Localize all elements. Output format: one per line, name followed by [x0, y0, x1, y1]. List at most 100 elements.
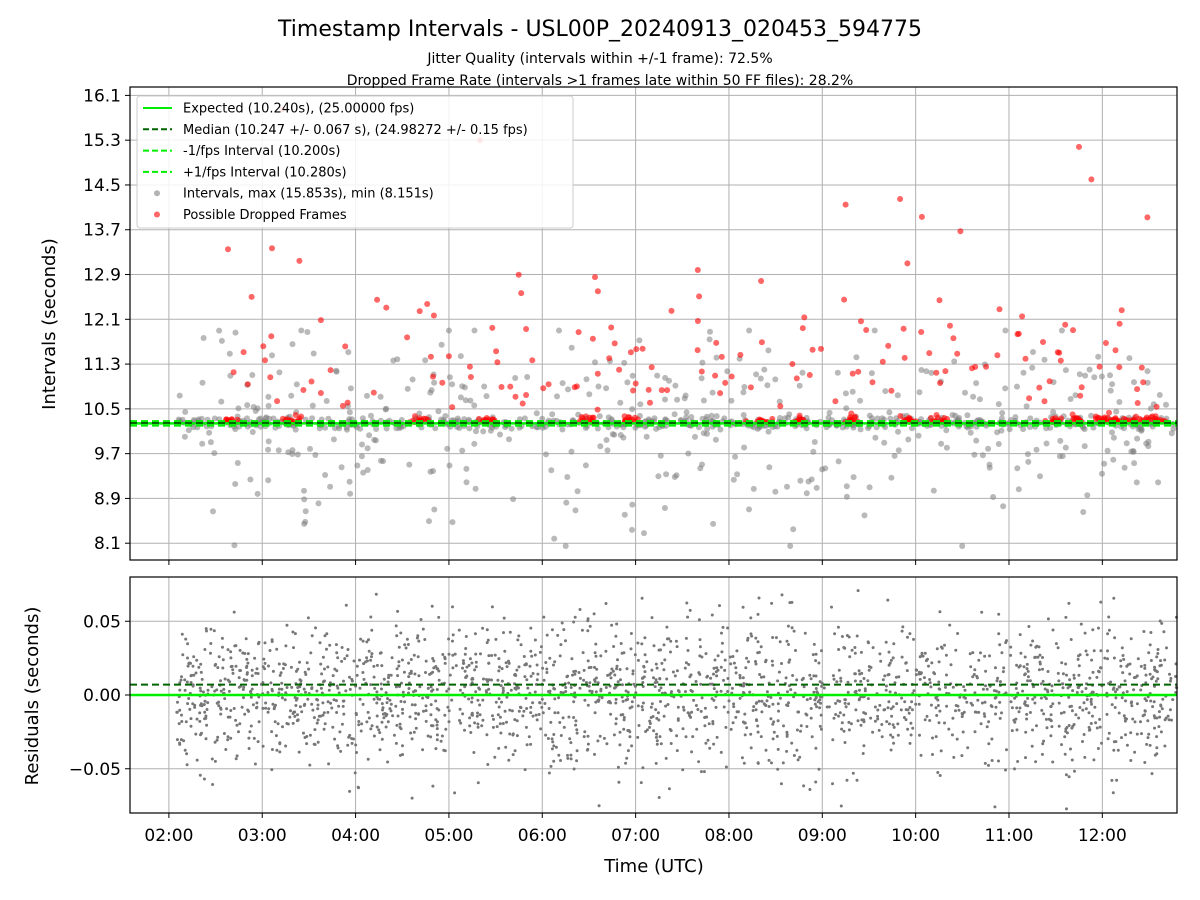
residual-point: [586, 617, 590, 621]
y-tick-label: 16.1: [83, 86, 121, 106]
residual-point: [889, 748, 893, 752]
residual-point: [814, 659, 818, 663]
residual-point: [1112, 740, 1116, 744]
residual-point: [869, 666, 873, 669]
interval-point: [1116, 399, 1123, 405]
residual-point: [703, 716, 707, 719]
interval-point: [232, 481, 239, 487]
dropped-frame-point: [1062, 321, 1069, 328]
residual-point: [461, 659, 465, 663]
residual-point: [593, 651, 597, 655]
residual-point: [470, 713, 474, 717]
interval-point: [254, 490, 261, 497]
residual-point: [382, 677, 386, 681]
residual-point: [1082, 733, 1086, 736]
residual-point: [443, 655, 447, 659]
dropped-frame-point: [296, 257, 303, 264]
interval-point: [366, 432, 373, 439]
residual-point: [1050, 684, 1054, 688]
residual-point: [562, 628, 566, 632]
residual-point: [919, 753, 923, 757]
residual-point: [386, 680, 390, 684]
residual-point: [522, 709, 526, 713]
residual-point: [759, 675, 763, 679]
residual-point: [744, 666, 748, 670]
residual-point: [1139, 720, 1142, 724]
residual-point: [476, 781, 480, 785]
residual-point: [706, 674, 709, 678]
dropped-frame-point: [1069, 411, 1076, 418]
residual-point: [866, 679, 870, 683]
residual-point: [245, 664, 249, 668]
residual-point: [796, 758, 800, 762]
residual-point: [326, 665, 330, 669]
residuals-y-axis-label: Residuals (seconds): [22, 607, 43, 786]
dropped-frame-point: [994, 352, 1001, 359]
dropped-frame-point: [298, 413, 305, 420]
residual-point: [928, 719, 932, 722]
residual-point: [429, 685, 433, 689]
residual-point: [1025, 667, 1029, 671]
residual-point: [573, 672, 577, 676]
interval-point: [654, 372, 661, 379]
residual-point: [416, 634, 420, 638]
residual-point: [1105, 712, 1109, 716]
interval-point: [481, 383, 488, 390]
residual-point: [416, 655, 420, 659]
interval-point: [754, 425, 761, 432]
dropped-frame-point: [427, 353, 434, 360]
y-tick-label: 15.3: [83, 131, 121, 151]
residual-point: [336, 744, 340, 748]
residual-point: [618, 730, 622, 734]
residual-point: [557, 696, 561, 700]
dropped-frame-point: [466, 363, 473, 370]
residual-point: [482, 677, 485, 681]
residual-point: [837, 668, 841, 672]
dropped-frame-point: [1088, 176, 1095, 183]
residual-point: [183, 688, 187, 692]
residual-point: [631, 672, 635, 676]
residual-point: [1112, 748, 1116, 752]
residual-point: [1023, 655, 1027, 659]
residual-point: [401, 711, 405, 715]
residual-point: [524, 696, 528, 700]
residual-point: [848, 655, 852, 659]
interval-point: [431, 506, 438, 513]
residual-point: [556, 711, 560, 715]
interval-point: [378, 457, 384, 464]
residual-point: [226, 678, 230, 682]
residual-point: [712, 742, 716, 746]
interval-point: [232, 329, 239, 336]
residual-point: [1000, 711, 1003, 715]
residual-point: [639, 781, 643, 785]
residual-point: [643, 653, 647, 657]
residual-point: [485, 641, 489, 645]
residual-point: [412, 730, 416, 734]
residual-point: [790, 626, 794, 630]
residual-point: [365, 640, 369, 644]
residual-point: [247, 736, 251, 740]
dropped-frame-point: [1015, 330, 1022, 337]
residual-point: [650, 616, 654, 620]
interval-point: [347, 385, 354, 392]
residual-point: [584, 681, 588, 684]
dropped-frame-point: [230, 369, 237, 376]
dropped-frame-point: [950, 335, 957, 342]
residual-point: [654, 678, 658, 682]
residual-point: [944, 685, 947, 689]
residual-point: [439, 739, 443, 743]
residual-point: [335, 711, 339, 714]
residual-point: [928, 681, 932, 685]
residual-point: [743, 712, 747, 716]
residual-point: [664, 704, 668, 708]
residual-point: [531, 701, 535, 705]
residual-point: [468, 716, 472, 720]
residual-point: [681, 727, 685, 731]
residual-point: [887, 663, 891, 667]
interval-point: [383, 425, 390, 432]
residual-point: [895, 702, 899, 706]
residual-point: [659, 686, 663, 690]
interval-point: [757, 375, 764, 382]
residual-point: [659, 648, 662, 652]
residual-point: [850, 648, 854, 652]
